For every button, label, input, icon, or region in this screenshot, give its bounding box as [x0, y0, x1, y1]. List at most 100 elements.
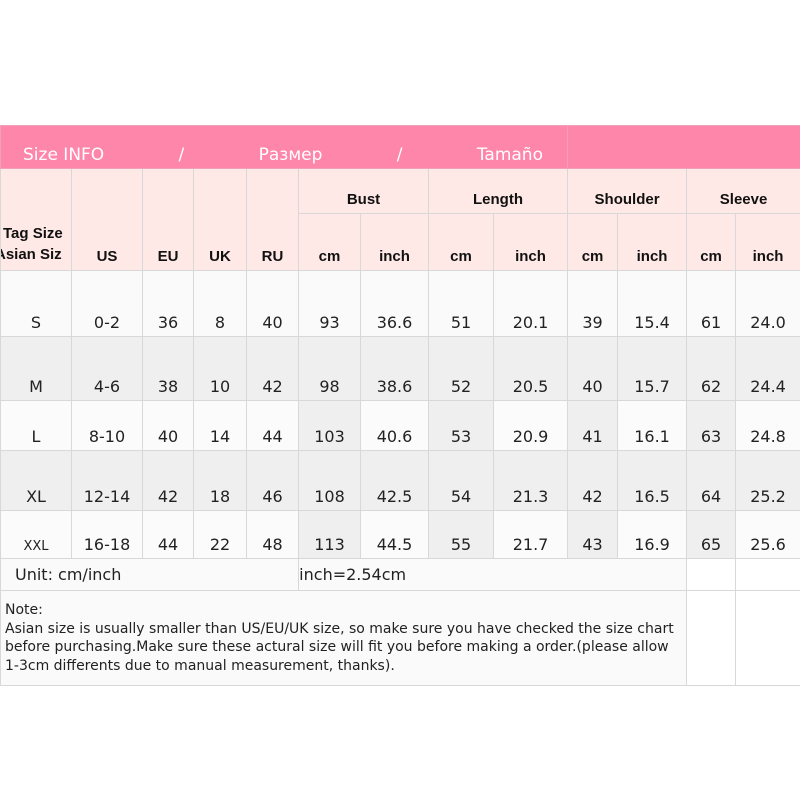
table-row: M 4-6 38 10 42 98 38.6 52 20.5 40 15.7 62 24.4 — [0, 336, 800, 401]
header-length: Length — [427, 168, 569, 214]
title-spanish: Tamaño — [476, 145, 543, 165]
size-chart-table: Size INFO / Размер / Tamaño Tag Size Asia… — [0, 125, 800, 686]
cell-bust-cm: 108 — [298, 450, 361, 511]
cell-sh-in: 15.4 — [617, 270, 688, 337]
header-row-units: cm inch cm inch cm inch cm inch — [1, 213, 800, 271]
cell-sh-cm: 40 — [567, 336, 619, 401]
cell-len-cm: 52 — [428, 336, 494, 401]
table-row: XL 12-14 42 18 46 108 42.5 54 21.3 42 16.5 64 25.2 — [0, 450, 800, 511]
cell-bust-cm: 103 — [298, 400, 361, 451]
header-length-inch: inch — [492, 213, 569, 271]
cell-size: S — [0, 270, 72, 337]
cell-us: 4-6 — [71, 336, 143, 401]
cell-ru: 40 — [246, 270, 299, 337]
cell-sl-in: 25.6 — [735, 510, 800, 559]
header-shoulder-inch: inch — [617, 213, 688, 271]
cell-len-cm: 55 — [428, 510, 494, 559]
unit-row: Unit: cm/inch 1inch=2.54cm — [0, 558, 800, 591]
header-sleeve-inch: inch — [735, 213, 800, 271]
cell-uk: 8 — [193, 270, 247, 337]
cell-us: 8-10 — [71, 400, 143, 451]
cell-sh-in: 16.9 — [617, 510, 688, 559]
table-row: XXL 16-18 44 22 48 113 44.5 55 21.7 43 16.9 65 25.6 — [0, 510, 800, 559]
cell-size: XXL — [0, 510, 72, 559]
unit-conversion-text: 1inch=2.54cm — [298, 565, 407, 584]
header-tag-size-line2: Asian Siz — [0, 246, 62, 263]
cell-len-in: 21.7 — [492, 510, 569, 559]
cell-ru: 48 — [246, 510, 299, 559]
cell-sh-in: 15.7 — [617, 336, 688, 401]
header-tag-size-line1: Tag Size — [3, 225, 63, 242]
cell-eu: 36 — [142, 270, 194, 337]
cell-bust-in: 42.5 — [360, 450, 429, 511]
cell-bust-in: 44.5 — [360, 510, 429, 559]
note-text: Asian size is usually smaller than US/EU… — [5, 620, 674, 674]
cell-len-in: 20.1 — [492, 270, 569, 337]
cell-eu: 38 — [142, 336, 194, 401]
cell-sl-in: 24.4 — [735, 336, 800, 401]
cell-sl-in: 25.2 — [735, 450, 800, 511]
header-eu: EU — [142, 168, 194, 271]
note-heading: Note: — [5, 602, 43, 618]
empty-cell — [735, 558, 800, 591]
cell-bust-in: 38.6 — [360, 336, 429, 401]
empty-cell — [686, 558, 737, 591]
cell-bust-in: 36.6 — [360, 270, 429, 337]
cell-bust-in: 40.6 — [360, 400, 429, 451]
cell-us: 0-2 — [71, 270, 143, 337]
cell-sl-cm: 61 — [686, 270, 737, 337]
cell-us: 12-14 — [71, 450, 143, 511]
cell-eu: 44 — [142, 510, 194, 559]
title-size-info: Size INFO — [23, 145, 105, 165]
title-empty-cell — [567, 125, 800, 169]
cell-sl-cm: 63 — [686, 400, 737, 451]
unit-conversion: 1inch=2.54cm — [297, 558, 688, 591]
cell-sh-cm: 42 — [567, 450, 619, 511]
cell-uk: 22 — [193, 510, 247, 559]
cell-len-in: 21.3 — [492, 450, 569, 511]
cell-sl-in: 24.8 — [735, 400, 800, 451]
cell-ru: 46 — [246, 450, 299, 511]
cell-sh-cm: 43 — [567, 510, 619, 559]
cell-uk: 10 — [193, 336, 247, 401]
unit-label: Unit: cm/inch — [0, 558, 299, 591]
header-sleeve: Sleeve — [686, 168, 800, 214]
cell-sh-cm: 41 — [567, 400, 619, 451]
title-separator: / — [396, 145, 403, 165]
table-row: S 0-2 36 8 40 93 36.6 51 20.1 39 15.4 61 24.0 — [0, 270, 800, 337]
cell-eu: 40 — [142, 400, 194, 451]
cell-ru: 44 — [246, 400, 299, 451]
title-cell: Size INFO / Размер / Tamaño — [0, 125, 569, 169]
header-shoulder: Shoulder — [567, 168, 688, 214]
cell-sl-cm: 62 — [686, 336, 737, 401]
header-sleeve-cm: cm — [686, 213, 737, 271]
cell-bust-cm: 98 — [298, 336, 361, 401]
cell-len-cm: 53 — [428, 400, 494, 451]
title-separator: / — [178, 145, 185, 165]
cell-bust-cm: 93 — [298, 270, 361, 337]
cell-ru: 42 — [246, 336, 299, 401]
cell-uk: 14 — [193, 400, 247, 451]
cell-eu: 42 — [142, 450, 194, 511]
cell-size: M — [0, 336, 72, 401]
cell-uk: 18 — [193, 450, 247, 511]
header-us: US — [71, 168, 143, 271]
title-russian: Размер — [258, 145, 323, 165]
cell-sh-cm: 39 — [567, 270, 619, 337]
cell-sl-cm: 65 — [686, 510, 737, 559]
cell-size: L — [0, 400, 72, 451]
header-ru: RU — [246, 168, 299, 271]
cell-sh-in: 16.1 — [617, 400, 688, 451]
cell-len-cm: 54 — [428, 450, 494, 511]
header-bust: Bust — [298, 168, 429, 214]
header-length-cm: cm — [428, 213, 494, 271]
note-cell: Note: Asian size is usually smaller than… — [0, 590, 688, 686]
header-row-groups: Tag Size Asian Siz US EU UK RU Bust Lengt… — [0, 168, 800, 271]
header-tag-size: Tag Size Asian Siz — [0, 168, 72, 271]
header-uk: UK — [193, 168, 247, 271]
cell-sl-cm: 64 — [686, 450, 737, 511]
cell-bust-cm: 113 — [298, 510, 361, 559]
header-bust-cm: cm — [298, 213, 361, 271]
cell-len-cm: 51 — [428, 270, 494, 337]
header-bust-inch: inch — [360, 213, 429, 271]
